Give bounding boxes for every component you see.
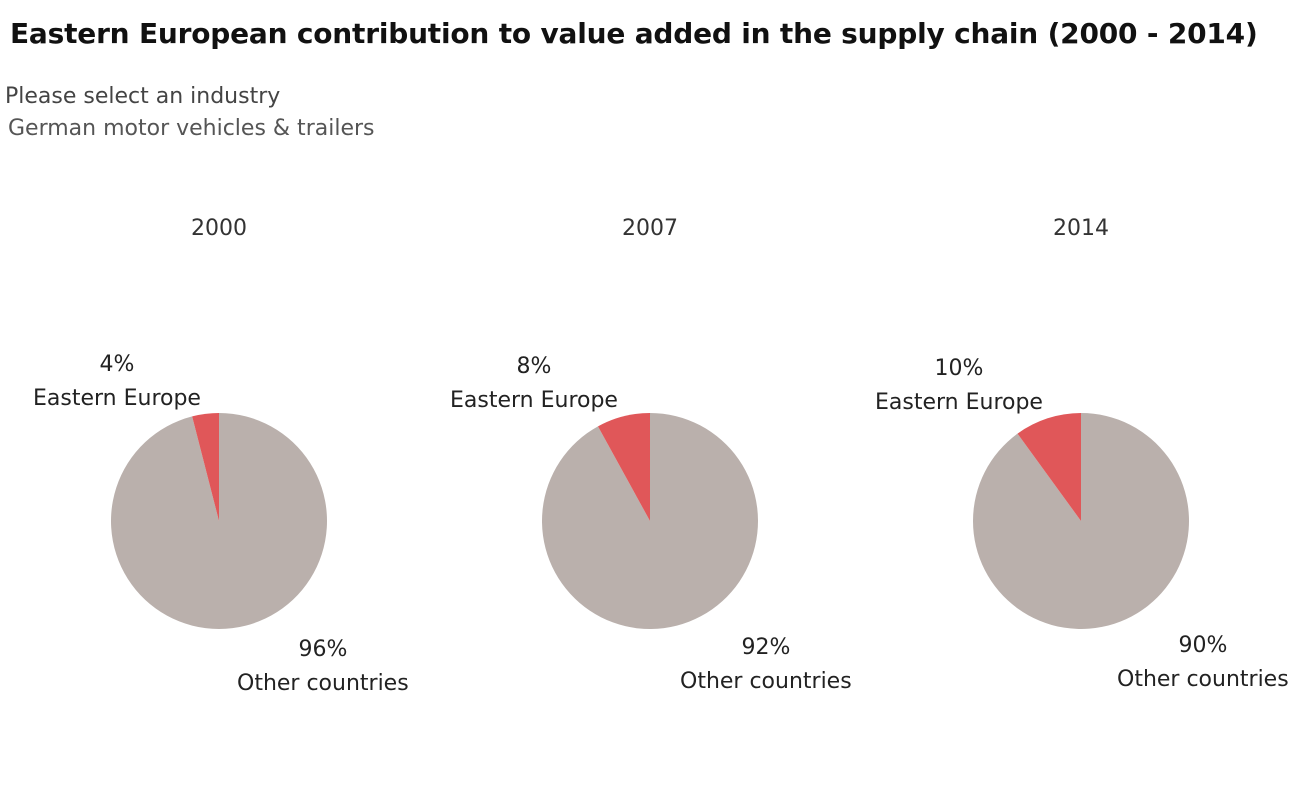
pie-category-label-other-countries-2014: Other countries bbox=[1117, 667, 1289, 692]
pie-slice-other-countries-2000[interactable] bbox=[110, 413, 327, 629]
pie-title-2007: 2007 bbox=[622, 216, 678, 241]
pie-value-label-eastern-europe-2007: 8% bbox=[516, 354, 552, 379]
pie-slice-eastern-europe-2007[interactable] bbox=[597, 413, 650, 521]
pie-slice-eastern-europe-2000[interactable] bbox=[192, 413, 219, 521]
pie-title-2014: 2014 bbox=[1053, 216, 1109, 241]
page-title: Eastern European contribution to value a… bbox=[10, 17, 1258, 50]
pie-value-label-other-countries-2014: 90% bbox=[1178, 633, 1228, 658]
pie-value-label-other-countries-2007: 92% bbox=[741, 635, 791, 660]
pie-value-label-eastern-europe-2014: 10% bbox=[934, 356, 984, 381]
pie-value-label-eastern-europe-2000: 4% bbox=[99, 352, 135, 377]
industry-filter-label: Please select an industry bbox=[5, 84, 281, 109]
pie-category-label-eastern-europe-2000: Eastern Europe bbox=[33, 386, 201, 411]
pie-value-label-other-countries-2000: 96% bbox=[298, 637, 348, 662]
pie-title-2000: 2000 bbox=[191, 216, 247, 241]
industry-filter-select[interactable]: German motor vehicles & trailers bbox=[8, 116, 375, 141]
pie-category-label-eastern-europe-2014: Eastern Europe bbox=[875, 390, 1043, 415]
pie-category-label-other-countries-2007: Other countries bbox=[680, 669, 852, 694]
pie-category-label-other-countries-2000: Other countries bbox=[237, 671, 409, 696]
pie-slice-eastern-europe-2014[interactable] bbox=[1017, 413, 1081, 521]
pie-category-label-eastern-europe-2007: Eastern Europe bbox=[450, 388, 618, 413]
